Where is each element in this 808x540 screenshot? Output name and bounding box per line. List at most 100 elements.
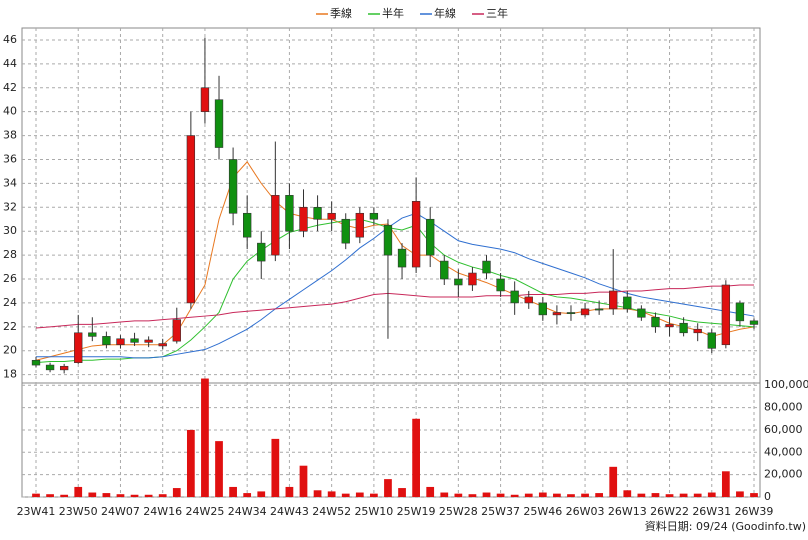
- x-tick-label: 23W41: [17, 505, 56, 518]
- y2-tick-label: 40,000: [764, 445, 803, 458]
- candle-body: [144, 339, 153, 343]
- x-tick-label: 24W16: [143, 505, 182, 518]
- x-tick-label: 26W03: [566, 505, 605, 518]
- volume-bar: [285, 486, 294, 497]
- candle-body: [468, 272, 477, 286]
- volume-bar: [510, 494, 519, 497]
- legend-label: 年線: [434, 6, 456, 20]
- volume-bar: [665, 494, 674, 497]
- y-tick-label: 44: [3, 57, 17, 70]
- volume-bar: [426, 486, 435, 497]
- ma-line: [36, 212, 755, 359]
- candle-body: [327, 212, 336, 220]
- volume-bar: [637, 493, 646, 497]
- legend-label: 半年: [382, 6, 404, 20]
- volume-bar: [609, 466, 618, 497]
- volume-bar: [524, 493, 533, 497]
- candle-body: [693, 328, 702, 334]
- y-tick-label: 46: [3, 33, 17, 46]
- candle-body: [74, 332, 83, 363]
- x-tick-label: 26W22: [650, 505, 689, 518]
- volume-bar: [750, 493, 758, 497]
- candle-body: [299, 206, 308, 232]
- candle-body: [735, 302, 745, 322]
- candle-body: [116, 338, 125, 346]
- x-tick-label: 25W10: [354, 505, 393, 518]
- candle-body: [665, 324, 674, 328]
- x-tick-label: 24W52: [312, 505, 351, 518]
- candle-body: [341, 218, 350, 244]
- volume-bar: [553, 493, 561, 497]
- volume-bar: [60, 494, 69, 497]
- x-tick-label: 26W39: [735, 505, 774, 518]
- y2-tick-label: 20,000: [764, 468, 803, 481]
- candle-body: [594, 308, 604, 311]
- x-tick-label: 25W19: [397, 505, 436, 518]
- volume-bar: [201, 378, 209, 497]
- candle-body: [609, 290, 618, 310]
- candle-body: [257, 242, 266, 262]
- candle-body: [721, 284, 731, 346]
- candle-body: [496, 278, 505, 292]
- candle-body: [102, 336, 111, 346]
- volume-bar: [130, 494, 139, 497]
- volume-bar: [299, 465, 308, 497]
- x-tick-label: 26W31: [692, 505, 731, 518]
- y2-tick-label: 80,000: [764, 401, 803, 414]
- x-tick-label: 26W13: [608, 505, 647, 518]
- candle-body: [200, 87, 210, 112]
- volume-bar: [144, 494, 153, 497]
- volume-bar: [398, 488, 406, 497]
- candle-body: [228, 159, 238, 214]
- volume-bar: [257, 491, 266, 497]
- x-tick-label: 23W50: [59, 505, 98, 518]
- footnote: 資料日期: 09/24 (Goodinfo.tw): [645, 519, 806, 533]
- volume-bar: [355, 492, 364, 497]
- plot-frame: [21, 27, 761, 498]
- volume-bar: [736, 491, 744, 497]
- volume-bar: [581, 493, 589, 497]
- volume-bar: [496, 493, 505, 497]
- y-tick-label: 20: [3, 344, 17, 357]
- volume-bar: [102, 493, 111, 497]
- y2-tick-label: 60,000: [764, 423, 803, 436]
- volume-bar: [116, 494, 125, 497]
- candle-body: [552, 312, 562, 316]
- volume-bar: [468, 494, 477, 497]
- y-tick-label: 30: [3, 224, 17, 237]
- volume-bar: [88, 492, 97, 497]
- x-tick-label: 24W07: [101, 505, 140, 518]
- volume-bar: [679, 493, 688, 497]
- candle-body: [45, 364, 55, 371]
- x-tick-label: 25W28: [439, 505, 478, 518]
- candle-body: [679, 322, 688, 334]
- volume-bar: [271, 438, 280, 497]
- x-tick-label: 24W25: [186, 505, 225, 518]
- volume-bar: [186, 429, 195, 497]
- candle-body: [214, 99, 224, 148]
- candle-body: [271, 195, 280, 256]
- candle-body: [538, 302, 547, 316]
- y-tick-label: 26: [3, 272, 17, 285]
- y-tick-label: 36: [3, 152, 17, 165]
- ma-line: [35, 284, 754, 329]
- volume-bar: [454, 493, 463, 497]
- candle-body: [623, 296, 632, 310]
- volume-bar: [46, 494, 54, 497]
- volume-bar: [623, 490, 632, 497]
- candle-body: [397, 248, 407, 268]
- candle-body: [580, 308, 590, 316]
- candle-body: [243, 212, 252, 238]
- y-tick-label: 18: [3, 368, 17, 381]
- legend-label: 季線: [330, 6, 352, 20]
- y2-tick-label: 100,000: [764, 378, 808, 391]
- volume-bar: [384, 479, 392, 497]
- y-tick-label: 22: [3, 320, 17, 333]
- volume-bar: [651, 493, 660, 497]
- volume-bar: [32, 493, 40, 497]
- candle-body: [88, 332, 97, 337]
- volume-bar: [74, 486, 83, 497]
- candle-body: [172, 319, 181, 342]
- y-tick-label: 32: [3, 200, 17, 213]
